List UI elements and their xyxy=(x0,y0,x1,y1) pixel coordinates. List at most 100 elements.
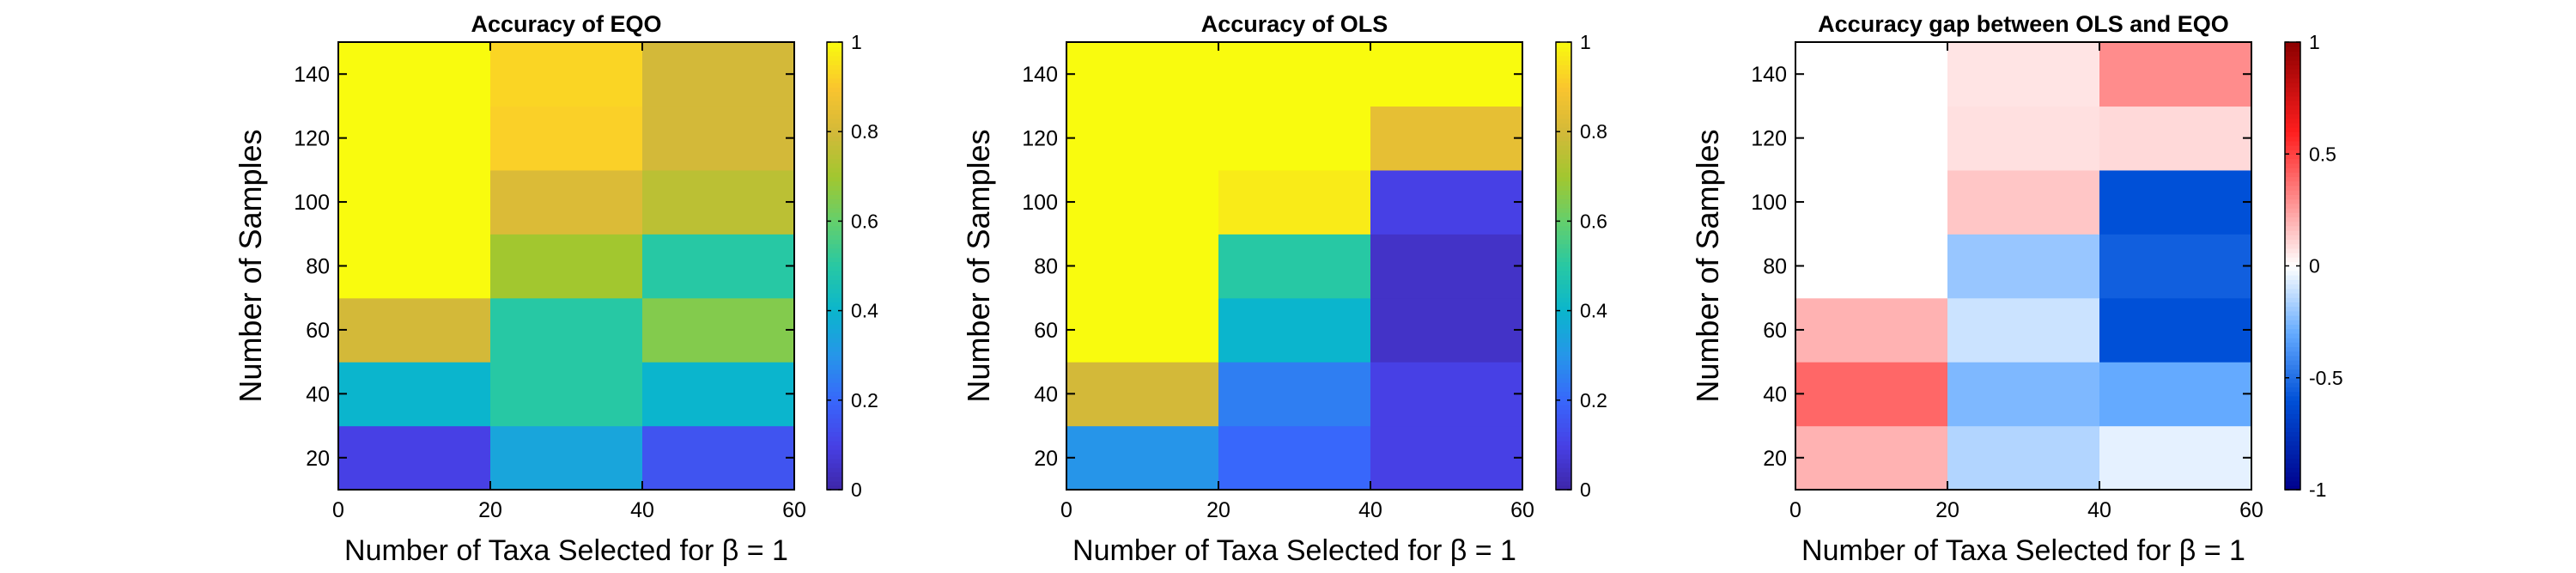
colorbar-segment xyxy=(1556,154,1571,160)
colorbar-segment xyxy=(2285,73,2300,79)
heatmap-cell-2-r5-c1 xyxy=(1218,106,1371,171)
heatmap-cell-3-r0-c0 xyxy=(1795,425,1948,491)
colorbar-tick-label: 0.6 xyxy=(1580,210,1607,232)
heatmap-cell-1-r0-c2 xyxy=(642,425,795,491)
colorbar-segment xyxy=(2285,185,2300,191)
colorbar-segment xyxy=(827,342,842,348)
colorbar-segment xyxy=(827,324,842,330)
x-tick-label: 60 xyxy=(2239,498,2263,522)
colorbar-tick-label: 0 xyxy=(2309,255,2320,277)
y-tick-label: 80 xyxy=(1763,255,1787,279)
colorbar-segment xyxy=(1556,399,1571,405)
y-tick-label: 140 xyxy=(294,63,330,87)
colorbar-segment xyxy=(827,485,842,491)
colorbar-segment xyxy=(1556,158,1571,164)
chart-title: Accuracy of EQO xyxy=(471,11,661,37)
x-axis-label: Number of Taxa Selected for β = 1 xyxy=(344,534,788,567)
y-tick-label: 60 xyxy=(1034,319,1058,343)
colorbar-segment xyxy=(2285,229,2300,235)
colorbar-segment xyxy=(827,131,842,137)
x-axis-label: Number of Taxa Selected for β = 1 xyxy=(1801,534,2245,567)
colorbar-segment xyxy=(827,113,842,119)
colorbar-segment xyxy=(1556,458,1571,464)
y-tick-label: 100 xyxy=(1751,191,1787,215)
colorbar-segment xyxy=(2285,314,2300,320)
colorbar-segment xyxy=(827,302,842,308)
colorbar-segment xyxy=(2285,422,2300,428)
colorbar-tick-label: 1 xyxy=(2309,31,2320,53)
colorbar-segment xyxy=(1556,162,1571,168)
colorbar-segment xyxy=(2285,409,2300,415)
heatmap-cell-2-r4-c0 xyxy=(1066,169,1219,235)
colorbar-segment xyxy=(1556,225,1571,231)
colorbar-segment xyxy=(1556,126,1571,132)
colorbar-segment xyxy=(2285,252,2300,258)
colorbar-segment xyxy=(2285,59,2300,65)
colorbar-segment xyxy=(1556,332,1571,338)
colorbar-segment xyxy=(827,296,842,302)
colorbar-segment xyxy=(827,243,842,249)
colorbar-segment xyxy=(827,270,842,276)
colorbar-segment xyxy=(827,369,842,375)
colorbar-segment xyxy=(2285,337,2300,343)
colorbar-segment xyxy=(2285,158,2300,164)
colorbar-segment xyxy=(827,95,842,101)
colorbar-segment xyxy=(1556,314,1571,320)
colorbar-segment xyxy=(1556,189,1571,195)
colorbar-segment xyxy=(827,274,842,280)
colorbar-segment xyxy=(827,257,842,263)
colorbar-segment xyxy=(2285,149,2300,155)
colorbar-segment xyxy=(1556,369,1571,375)
colorbar-segment xyxy=(827,381,842,387)
colorbar-segment xyxy=(827,154,842,160)
heatmap-cell-2-r2-c0 xyxy=(1066,297,1219,363)
heatmap-cell-1-r1-c0 xyxy=(338,362,491,427)
heatmap-cell-1-r3-c1 xyxy=(490,234,643,299)
colorbar-segment xyxy=(827,158,842,164)
colorbar-segment xyxy=(827,355,842,361)
colorbar-segment xyxy=(827,472,842,478)
colorbar-segment xyxy=(2285,355,2300,361)
colorbar-segment xyxy=(1556,296,1571,302)
x-tick-label: 40 xyxy=(630,498,654,522)
y-tick-label: 120 xyxy=(1751,127,1787,151)
colorbar-segment xyxy=(2285,167,2300,173)
colorbar-segment xyxy=(1556,431,1571,437)
colorbar-segment xyxy=(2285,480,2300,486)
colorbar-segment xyxy=(827,422,842,428)
colorbar-segment xyxy=(2285,391,2300,397)
colorbar-segment xyxy=(1556,279,1571,285)
colorbar-segment xyxy=(827,458,842,464)
heatmap-cell-3-r2-c2 xyxy=(2099,297,2252,363)
colorbar-segment xyxy=(1556,355,1571,361)
heatmap-cell-1-r0-c1 xyxy=(490,425,643,491)
colorbar-segment xyxy=(827,207,842,213)
colorbar-segment xyxy=(1556,136,1571,142)
y-tick-label: 100 xyxy=(294,191,330,215)
heatmap-cell-2-r1-c0 xyxy=(1066,362,1219,427)
colorbar-segment xyxy=(2285,126,2300,132)
heatmap-cell-2-r6-c1 xyxy=(1218,42,1371,107)
y-tick-label: 100 xyxy=(1022,191,1058,215)
colorbar-segment xyxy=(2285,257,2300,263)
colorbar-segment xyxy=(827,225,842,231)
heatmap-cell-2-r2-c1 xyxy=(1218,297,1371,363)
y-tick-label: 80 xyxy=(1034,255,1058,279)
colorbar-segment xyxy=(2285,399,2300,405)
colorbar-segment xyxy=(2285,109,2300,115)
colorbar-segment xyxy=(2285,144,2300,150)
colorbar-segment xyxy=(1556,476,1571,482)
heatmap-cell-2-r0-c2 xyxy=(1370,425,1523,491)
colorbar-segment xyxy=(2285,440,2300,446)
colorbar-segment xyxy=(1556,373,1571,379)
colorbar-segment xyxy=(827,283,842,290)
colorbar-segment xyxy=(827,194,842,200)
colorbar-segment xyxy=(1556,310,1571,316)
colorbar-segment xyxy=(2285,332,2300,338)
colorbar-segment xyxy=(1556,104,1571,110)
heatmap-cell-3-r2-c0 xyxy=(1795,297,1948,363)
colorbar-segment xyxy=(827,265,842,271)
x-tick-label: 40 xyxy=(1358,498,1382,522)
y-tick-label: 60 xyxy=(306,319,330,343)
colorbar-segment xyxy=(1556,466,1571,472)
